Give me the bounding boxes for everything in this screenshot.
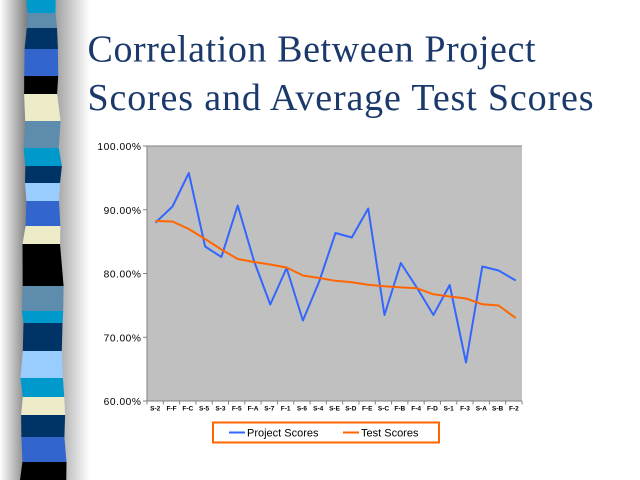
svg-text:60.00%: 60.00% <box>104 397 142 408</box>
svg-text:Scores and Average Test Scores: Scores and Average Test Scores <box>88 77 594 119</box>
svg-text:F-2: F-2 <box>509 406 519 413</box>
svg-text:S-D: S-D <box>345 406 357 413</box>
svg-text:S-6: S-6 <box>297 406 308 413</box>
svg-text:100.00%: 100.00% <box>97 142 141 153</box>
svg-text:S-E: S-E <box>329 406 341 413</box>
svg-text:Test Scores: Test Scores <box>361 428 419 440</box>
svg-text:F-C: F-C <box>182 406 193 413</box>
svg-text:F-3: F-3 <box>460 406 470 413</box>
svg-text:Correlation Between Project: Correlation Between Project <box>88 29 536 71</box>
svg-text:S-2: S-2 <box>150 406 161 413</box>
svg-text:F-F: F-F <box>166 406 176 413</box>
svg-text:S-4: S-4 <box>313 406 324 413</box>
svg-text:S-C: S-C <box>378 406 390 413</box>
svg-text:S-5: S-5 <box>199 406 210 413</box>
svg-text:Project Scores: Project Scores <box>247 428 319 440</box>
svg-text:F-4: F-4 <box>411 406 421 413</box>
svg-text:90.00%: 90.00% <box>104 206 142 217</box>
svg-text:S-A: S-A <box>476 406 488 413</box>
svg-text:S-7: S-7 <box>264 406 275 413</box>
svg-text:F-A: F-A <box>248 406 259 413</box>
svg-text:S-B: S-B <box>492 406 504 413</box>
svg-text:F-B: F-B <box>394 406 405 413</box>
svg-text:80.00%: 80.00% <box>104 270 142 281</box>
svg-text:F-E: F-E <box>362 406 373 413</box>
svg-text:70.00%: 70.00% <box>104 333 142 344</box>
svg-text:S-1: S-1 <box>444 406 455 413</box>
svg-text:S-3: S-3 <box>215 406 226 413</box>
svg-text:F-5: F-5 <box>232 406 242 413</box>
svg-text:F-D: F-D <box>427 406 438 413</box>
svg-text:F-1: F-1 <box>281 406 291 413</box>
